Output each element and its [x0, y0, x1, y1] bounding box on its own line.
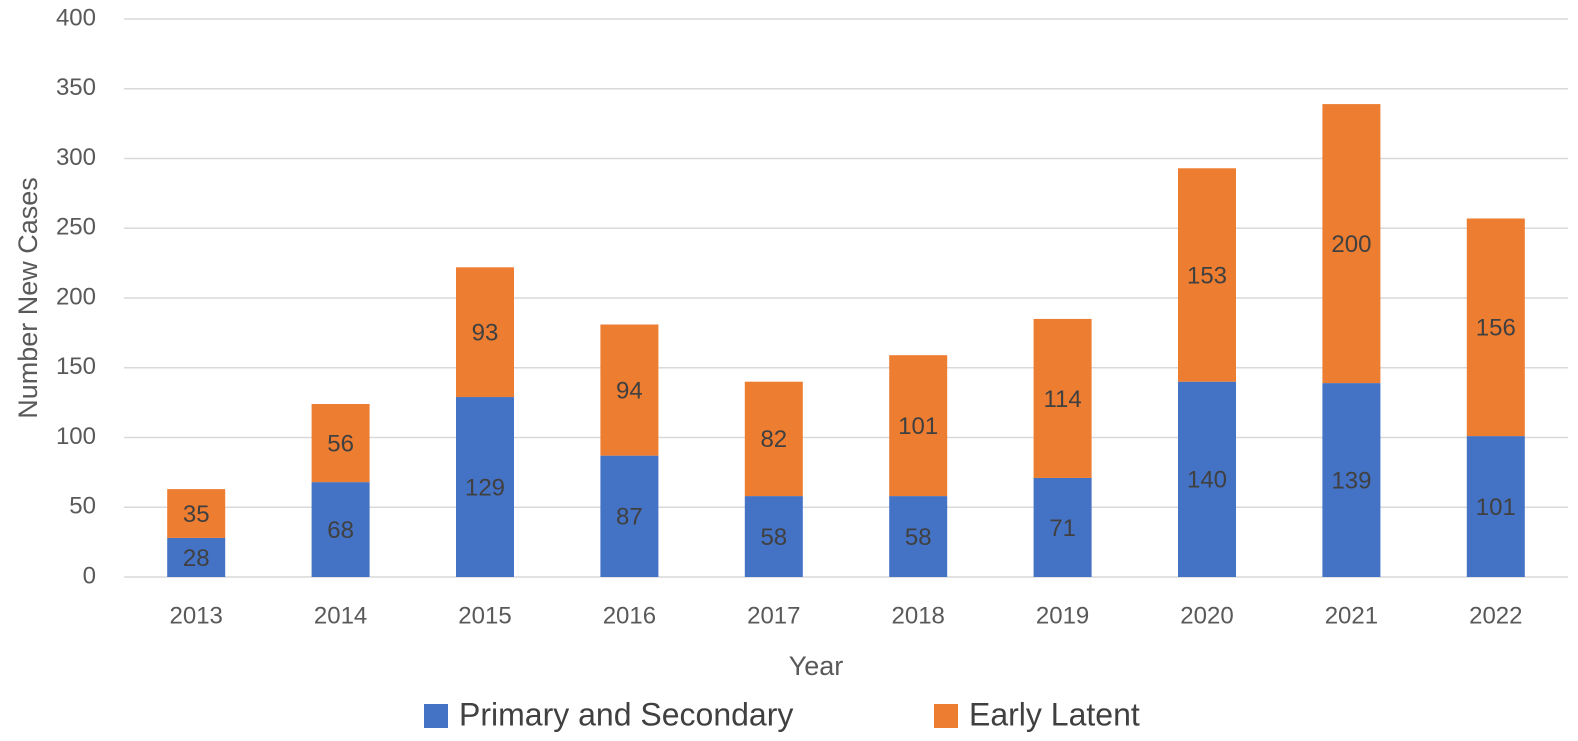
data-label: 153: [1187, 262, 1227, 289]
bar-segment: [1466, 436, 1525, 577]
bar-segment: [167, 537, 226, 577]
bar-segment: [456, 267, 514, 398]
data-label: 129: [465, 474, 505, 501]
x-axis-title: Year: [789, 651, 844, 681]
data-label: 200: [1331, 231, 1371, 258]
x-tick-label: 2015: [458, 602, 511, 629]
data-label: 28: [183, 545, 210, 572]
legend-swatch: [424, 704, 448, 728]
bar-segment: [456, 397, 514, 577]
data-label: 35: [183, 501, 210, 528]
y-tick-label: 250: [56, 214, 96, 241]
y-tick-label: 300: [56, 144, 96, 171]
x-tick-label: 2017: [747, 602, 800, 629]
data-label: 58: [905, 524, 932, 551]
x-tick-label: 2016: [603, 602, 656, 629]
bar-segment: [311, 482, 370, 577]
bar-segment: [1178, 168, 1236, 382]
y-tick-label: 50: [69, 493, 96, 520]
x-tick-label: 2020: [1180, 602, 1233, 629]
data-label: 101: [898, 413, 938, 440]
y-tick-label: 200: [56, 283, 96, 310]
bar-segment: [311, 404, 370, 483]
bar-segment: [1033, 477, 1092, 577]
data-label: 68: [327, 517, 354, 544]
bar-segment: [1322, 383, 1381, 577]
data-label: 94: [616, 377, 643, 404]
data-label: 71: [1049, 515, 1076, 542]
data-label: 114: [1043, 386, 1081, 413]
bar-segment: [600, 324, 659, 456]
data-label: 101: [1476, 494, 1516, 521]
data-label: 58: [760, 524, 787, 551]
y-tick-label: 0: [83, 562, 96, 589]
bar-segment: [1466, 218, 1525, 437]
data-label: 87: [616, 504, 643, 531]
bar-segment: [744, 381, 803, 497]
y-tick-label: 400: [56, 4, 96, 31]
x-tick-label: 2019: [1036, 602, 1089, 629]
data-label: 156: [1476, 315, 1516, 342]
x-tick-label: 2018: [892, 602, 945, 629]
bar-segment: [1322, 104, 1381, 384]
bar-segment: [1178, 381, 1236, 577]
legend-text: Primary and Secondary: [459, 696, 793, 732]
data-label: 56: [327, 430, 354, 457]
legend-swatch: [934, 704, 958, 728]
x-tick-label: 2022: [1469, 602, 1522, 629]
y-tick-label: 100: [56, 423, 96, 450]
bar-segment: [1033, 318, 1092, 478]
x-tick-label: 2013: [170, 602, 223, 629]
bar-segment: [600, 455, 659, 577]
legend-text: Early Latent: [969, 696, 1140, 732]
bar-segment: [167, 489, 226, 538]
y-tick-label: 350: [56, 74, 96, 101]
data-label: 93: [472, 320, 499, 347]
data-label: 82: [760, 426, 787, 453]
bar-segment: [889, 496, 948, 577]
bar-segment: [744, 496, 803, 577]
y-tick-label: 150: [56, 353, 96, 380]
data-label: 140: [1187, 467, 1227, 494]
x-tick-label: 2021: [1325, 602, 1378, 629]
bar-segment: [889, 355, 948, 497]
x-tick-label: 2014: [314, 602, 367, 629]
data-label: 139: [1331, 467, 1371, 494]
y-axis-title: Number New Cases: [13, 177, 43, 419]
